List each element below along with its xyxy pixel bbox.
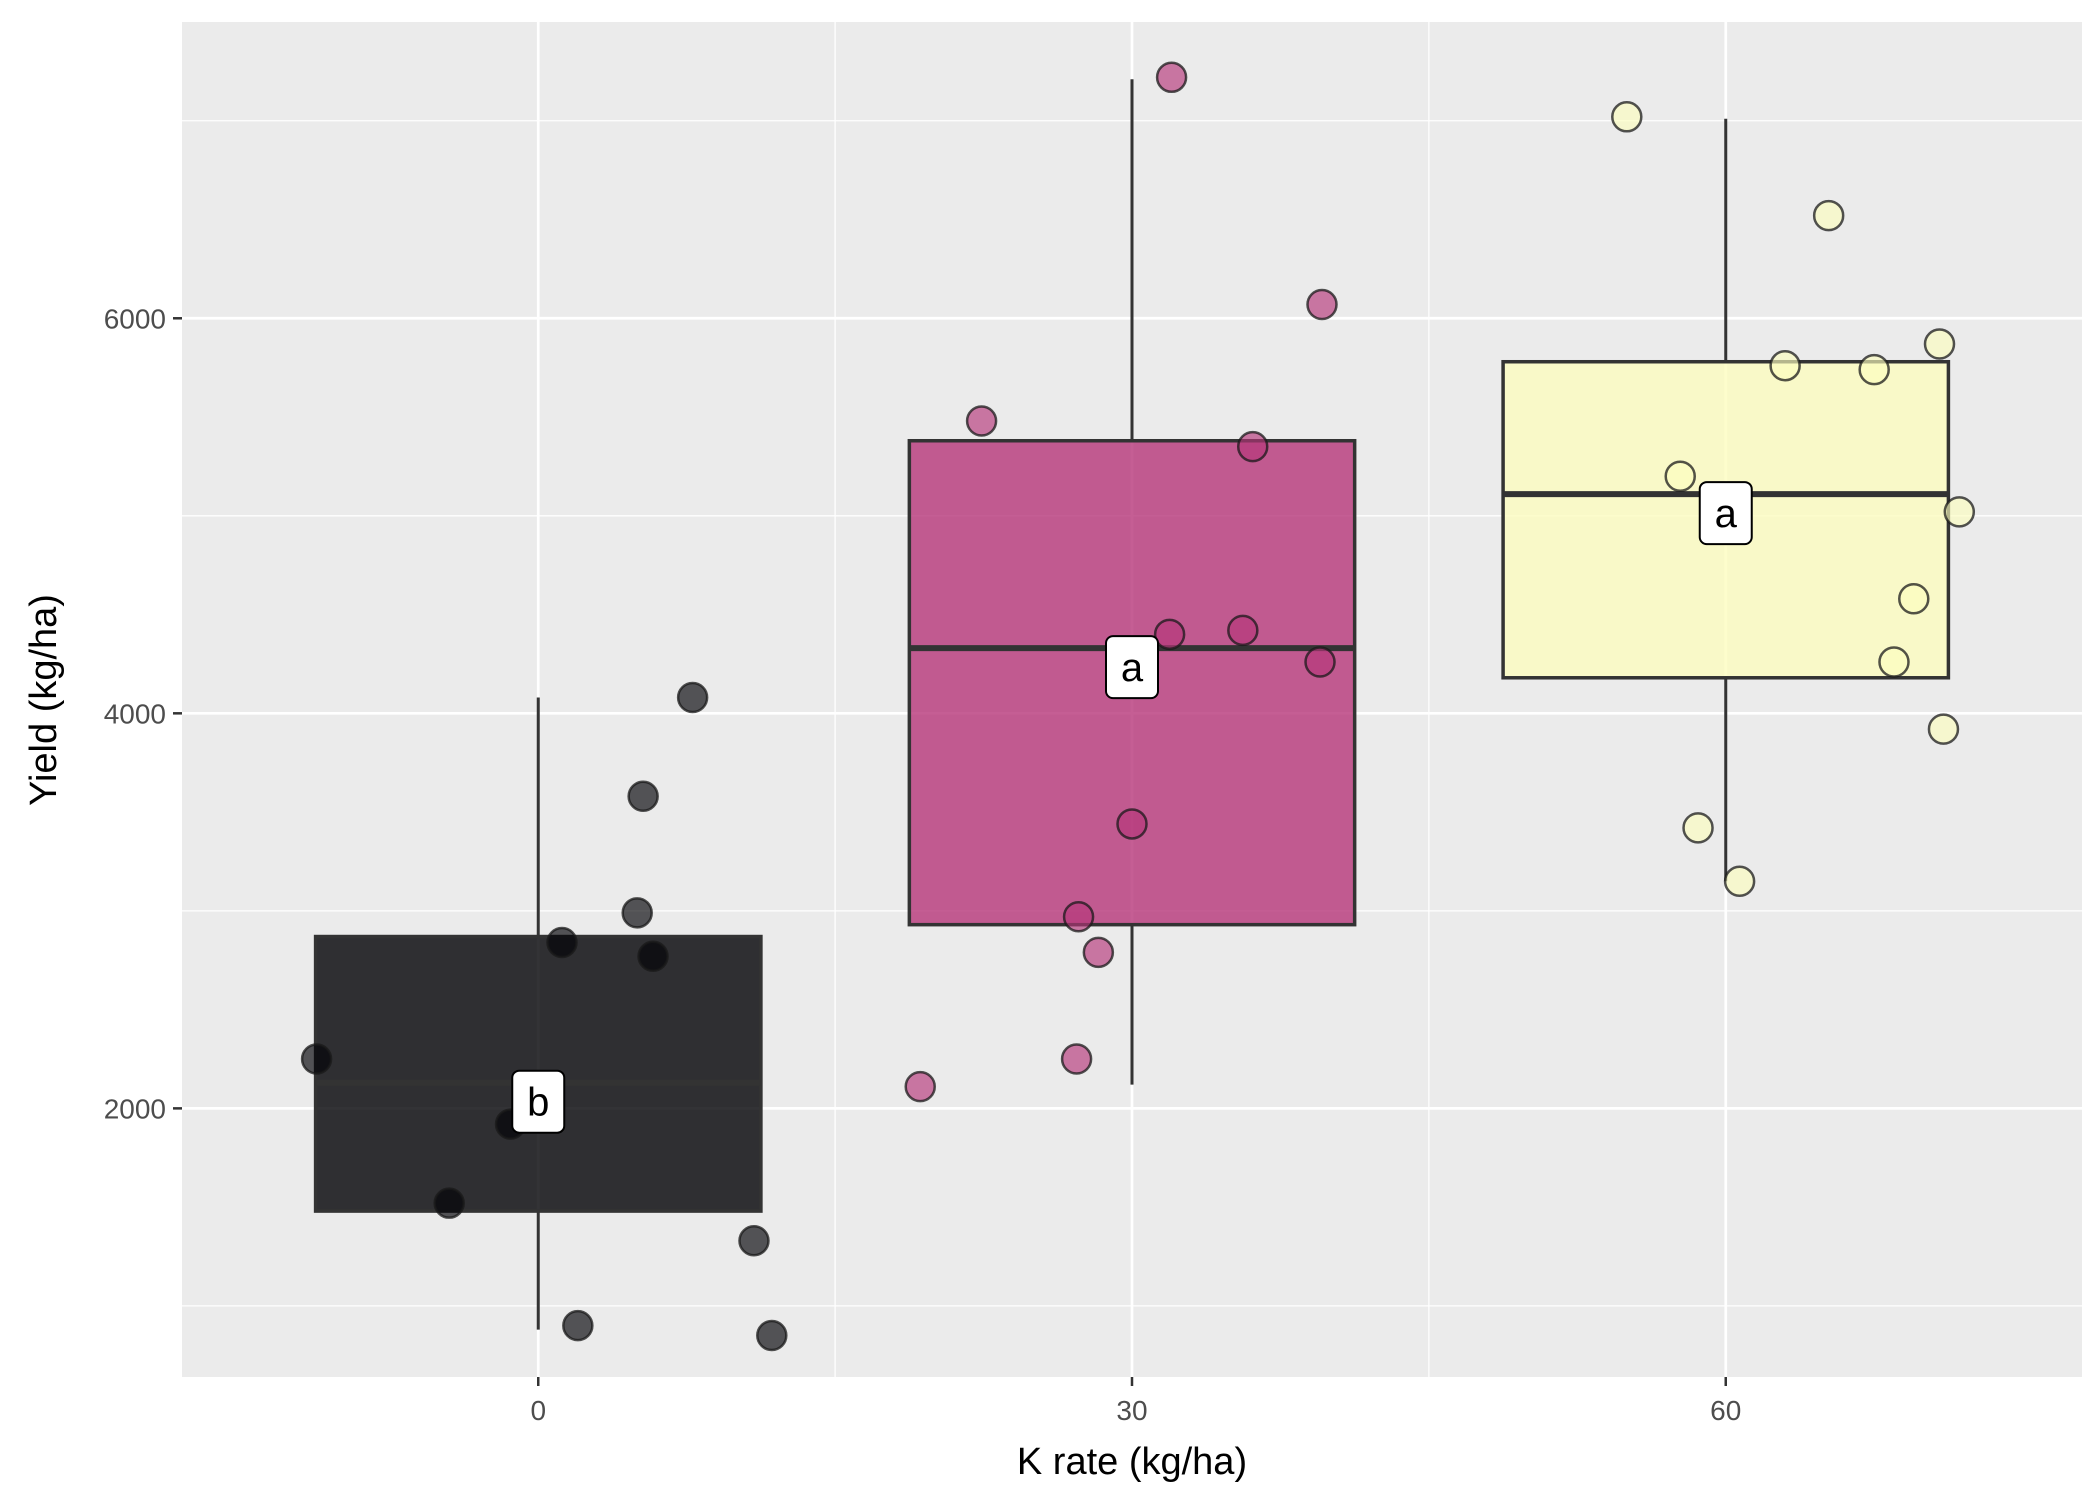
x-tick-label: 0 — [530, 1395, 546, 1426]
group-letter: a — [1121, 646, 1144, 690]
group-letter-box — [511, 1069, 566, 1134]
data-points — [300, 61, 1976, 1352]
data-point — [1723, 865, 1756, 897]
group-letters: b a a — [511, 481, 1753, 1134]
boxes — [313, 79, 1951, 1330]
data-point — [1664, 460, 1696, 493]
data-point — [1116, 808, 1148, 840]
data-point — [627, 780, 659, 813]
data-point — [1082, 936, 1115, 969]
data-point — [433, 1187, 465, 1219]
data-point — [738, 1224, 770, 1257]
data-point — [1062, 901, 1095, 933]
data-point — [1943, 496, 1976, 528]
x-axis-title: K rate (kg/ha) — [1017, 1441, 1247, 1483]
y-tick-label: 4000 — [104, 698, 166, 729]
group-letter: a — [1715, 492, 1738, 536]
data-point — [300, 1043, 333, 1075]
data-point — [1682, 812, 1714, 844]
y-tick-label: 6000 — [104, 303, 166, 334]
data-point — [562, 1309, 594, 1342]
data-point — [1236, 430, 1269, 463]
group-letter-box — [1105, 635, 1159, 700]
data-point — [1227, 614, 1259, 647]
data-point — [1306, 288, 1338, 321]
data-point — [1858, 353, 1890, 386]
data-point — [676, 681, 709, 714]
data-point — [904, 1070, 936, 1103]
data-point — [1060, 1043, 1093, 1075]
data-point — [965, 405, 998, 437]
x-tick-label: 60 — [1710, 1395, 1741, 1426]
axes: 2000 4000 6000 0 30 60 — [104, 303, 1742, 1426]
group-letter-box — [1698, 481, 1753, 546]
y-tick-label: 2000 — [104, 1093, 166, 1124]
data-point — [1812, 199, 1845, 232]
data-point — [546, 926, 578, 959]
data-point — [1923, 328, 1956, 360]
group-letter: b — [527, 1081, 549, 1125]
data-point — [1153, 618, 1186, 651]
data-point — [1155, 61, 1188, 94]
x-tick-label: 30 — [1116, 1395, 1147, 1426]
data-point — [621, 897, 653, 929]
data-point — [1769, 349, 1801, 382]
data-point — [1611, 101, 1643, 133]
y-axis-title: Yield (kg/ha) — [23, 594, 65, 806]
data-point — [1927, 713, 1960, 745]
data-point — [1898, 583, 1930, 615]
data-point — [1304, 646, 1336, 678]
data-point — [1878, 646, 1910, 678]
data-point — [637, 940, 669, 973]
data-point — [756, 1319, 788, 1352]
